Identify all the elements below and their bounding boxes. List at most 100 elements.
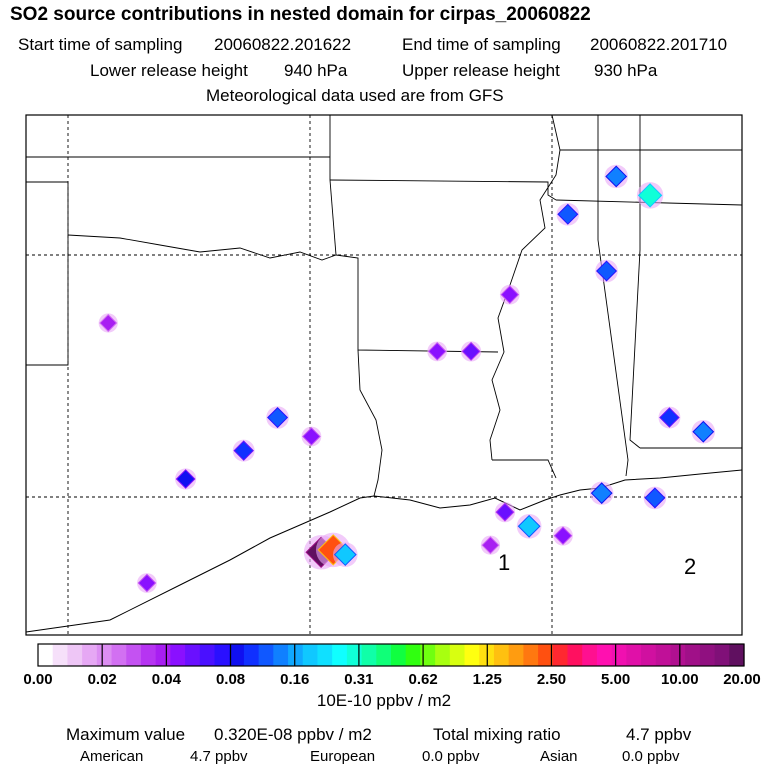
colorbar-swatch <box>229 644 245 666</box>
annotation-2: 2 <box>684 554 696 579</box>
concentration-diamond <box>500 285 520 304</box>
colorbar-swatch <box>567 644 583 666</box>
colorbar-swatch <box>435 644 451 666</box>
end-time-value: 20060822.201710 <box>590 35 728 54</box>
annotation-1: 1 <box>498 550 510 575</box>
concentration-point <box>556 202 580 226</box>
colorbar-swatch <box>464 644 480 666</box>
concentration-diamond <box>590 482 613 505</box>
state-boundaries <box>26 115 742 497</box>
colorbar-swatch <box>82 644 98 666</box>
concentration-point <box>460 341 482 362</box>
colorbar-swatch <box>243 644 260 666</box>
concentration-diamond <box>495 502 515 522</box>
colorbar-frame <box>37 643 745 667</box>
concentration-diamond <box>557 203 579 225</box>
missouri-arkansas-border <box>329 179 557 201</box>
colorbar-swatch <box>52 644 69 666</box>
colorbar-tick-label: 0.16 <box>280 671 309 688</box>
colorbar-swatch <box>140 644 157 666</box>
max-value-value: 0.320E-08 ppbv / m2 <box>214 725 372 744</box>
colorbar-swatch <box>185 644 201 666</box>
gulf-coastline <box>26 469 742 633</box>
louisiana-mississippi-30n <box>492 459 557 479</box>
total-mixing-label: Total mixing ratio <box>433 725 561 744</box>
start-time-value: 20060822.201622 <box>214 35 352 54</box>
american-label: American <box>80 748 144 765</box>
colorbar-swatch <box>302 644 319 666</box>
concentration-point <box>232 439 255 462</box>
colorbar-swatch <box>538 644 554 666</box>
colorbar-tick-label: 1.25 <box>473 671 502 688</box>
colorbar-tick-label: 0.04 <box>152 671 182 688</box>
colorbar-unit-label: 10E-10 ppbv / m2 <box>317 691 451 710</box>
colorbar-swatch <box>67 644 83 666</box>
colorbar-swatch <box>420 644 436 666</box>
asian-value: 0.0 ppbv <box>622 748 680 765</box>
colorbar-swatch <box>493 644 510 666</box>
colorbar-swatch <box>111 644 127 666</box>
colorbar-swatch <box>405 644 422 666</box>
concentration-diamond <box>481 536 500 555</box>
colorbar-swatch <box>332 644 348 666</box>
colorbar-tick-label: 20.00 <box>723 671 761 688</box>
concentration-diamond <box>427 342 447 361</box>
colorbar-tick-label: 0.62 <box>408 671 437 688</box>
colorbar-tick-label: 0.02 <box>88 671 117 688</box>
concentration-point <box>553 525 573 546</box>
concentration-point <box>137 573 157 593</box>
asian-label: Asian <box>540 748 578 765</box>
concentration-diamond <box>233 440 254 461</box>
concentration-point <box>636 182 664 209</box>
concentration-diamond <box>596 260 618 282</box>
colorbar-swatch <box>258 644 274 666</box>
upper-release-value: 930 hPa <box>594 61 658 80</box>
colorbar-swatch <box>346 644 363 666</box>
concentration-diamond <box>302 427 321 446</box>
european-value: 0.0 ppbv <box>422 748 480 765</box>
colorbar-swatch <box>523 644 539 666</box>
colorbar-tick-label: 0.31 <box>344 671 373 688</box>
concentration-diamond <box>644 487 666 509</box>
colorbar-swatch <box>214 644 230 666</box>
colorbar-swatch <box>38 644 54 666</box>
concentration-diamond <box>333 543 357 567</box>
colorbar <box>37 643 745 667</box>
colorbar-tick-labels: 0.00 0.02 0.04 0.08 0.16 0.31 0.62 1.25 2.50 5.00… <box>23 644 761 688</box>
lower-release-label: Lower release height <box>90 61 248 80</box>
concentration-point <box>643 486 667 510</box>
colorbar-swatch <box>361 644 377 666</box>
concentration-diamond <box>267 407 289 429</box>
colorbar-swatch <box>376 644 392 666</box>
colorbar-swatch <box>508 644 524 666</box>
meteorological-data-line: Meteorological data used are from GFS <box>206 86 504 105</box>
oklahoma-arkansas-border <box>329 179 337 256</box>
colorbar-swatch <box>611 644 627 666</box>
colorbar-swatch <box>582 644 598 666</box>
colorbar-swatch <box>96 644 113 666</box>
concentration-point <box>266 406 289 429</box>
colorbar-tick-label: 0.08 <box>216 671 245 688</box>
concentration-point <box>427 341 448 362</box>
concentration-diamond <box>461 341 481 361</box>
louisiana-texas-sabine <box>357 349 383 497</box>
colorbar-swatch <box>126 644 142 666</box>
concentration-diamond <box>99 313 118 333</box>
colorbar-swatch <box>596 644 613 666</box>
colorbar-swatch <box>699 644 716 666</box>
start-time-label: Start time of sampling <box>18 35 183 54</box>
concentration-points <box>98 164 716 593</box>
concentration-point <box>98 313 118 333</box>
colorbar-swatch <box>655 644 672 666</box>
mississippi-alabama-border <box>597 115 629 477</box>
concentration-point <box>175 468 197 490</box>
concentration-point <box>480 535 501 555</box>
colorbar-tick-label: 5.00 <box>601 671 630 688</box>
colorbar-swatch <box>317 644 333 666</box>
colorbar-swatch <box>199 644 216 666</box>
concentration-point <box>604 164 628 189</box>
concentration-diamond <box>605 165 628 188</box>
concentration-point <box>332 542 358 567</box>
colorbar-tick-label: 10.00 <box>661 671 699 688</box>
